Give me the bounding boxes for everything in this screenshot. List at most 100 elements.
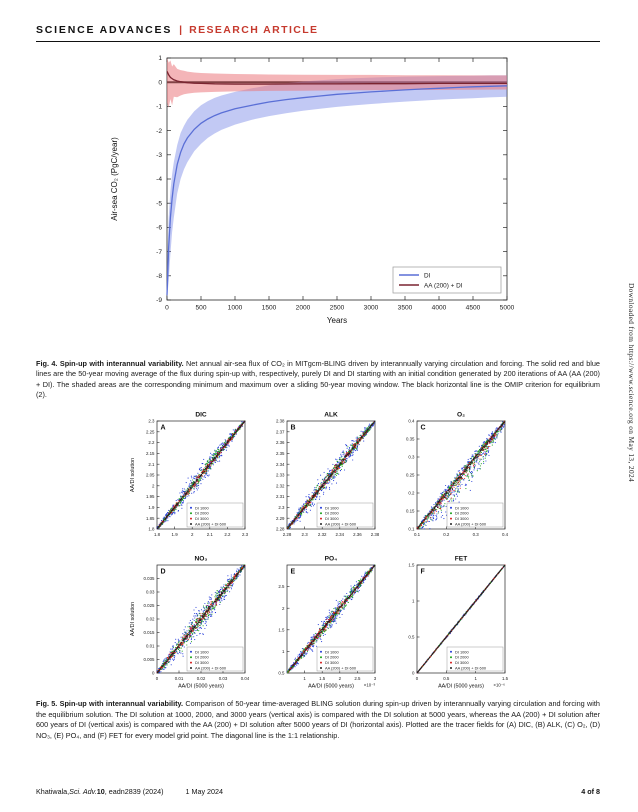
svg-text:O₂: O₂ [457, 412, 465, 419]
svg-text:DI 3000: DI 3000 [195, 517, 209, 522]
svg-text:2000: 2000 [296, 305, 311, 312]
svg-text:0.2: 0.2 [408, 491, 415, 496]
svg-text:B: B [291, 425, 296, 432]
svg-text:0.25: 0.25 [406, 473, 415, 478]
svg-text:2.28: 2.28 [276, 527, 285, 532]
fig5-panel-c: O₂ 0.1 0.15 0.2 0.25 0.3 0.35 0.4 0.1 0.2 0.3 0.4 C D… [406, 412, 509, 538]
svg-text:0.1: 0.1 [414, 532, 421, 537]
svg-text:DI 1000: DI 1000 [325, 506, 339, 511]
figure-4: 1 0 -1 -2 -3 -4 -5 -6 -7 -8 -9 0 500 1000 1500 2000 2500… [36, 46, 600, 354]
svg-text:0.4: 0.4 [502, 532, 509, 537]
svg-text:2.1: 2.1 [148, 462, 155, 467]
svg-text:0: 0 [152, 671, 155, 676]
svg-text:0.02: 0.02 [197, 676, 206, 681]
fig5-panel-a: DIC 1.8 1.85 1.9 1.95 2 2.05 2.1 2.15 2.2 2.25 2.3 1… [130, 412, 249, 538]
svg-text:C: C [421, 425, 426, 432]
svg-text:-2: -2 [156, 128, 162, 135]
svg-text:DI 3000: DI 3000 [455, 517, 469, 522]
svg-text:0.01: 0.01 [175, 676, 184, 681]
svg-text:-9: -9 [156, 297, 162, 304]
svg-text:0.15: 0.15 [406, 509, 415, 514]
svg-text:AA/DI solution: AA/DI solution [130, 458, 136, 492]
svg-text:-4: -4 [156, 176, 162, 183]
svg-text:4000: 4000 [432, 305, 447, 312]
publication-date: 1 May 2024 [185, 787, 224, 796]
svg-text:1500: 1500 [262, 305, 277, 312]
svg-text:-6: -6 [156, 225, 162, 232]
citation-rest: , eadn2839 (2024) [104, 787, 164, 796]
svg-text:2.36: 2.36 [353, 532, 362, 537]
header-divider: | [179, 24, 183, 36]
svg-text:1.9: 1.9 [148, 505, 155, 510]
svg-text:0.015: 0.015 [144, 631, 156, 636]
svg-text:3000: 3000 [364, 305, 379, 312]
svg-text:2.1: 2.1 [207, 532, 214, 537]
svg-text:1000: 1000 [228, 305, 243, 312]
svg-text:2: 2 [152, 484, 155, 489]
svg-text:0: 0 [156, 676, 159, 681]
svg-text:AA (200) + DI: AA (200) + DI [424, 282, 463, 289]
svg-text:-1: -1 [156, 104, 162, 111]
fig5-panel-b: ALK 2.28 2.29 2.3 2.31 2.32 2.33 2.34 2.35 2.36 2.… [276, 412, 379, 538]
svg-text:DI: DI [424, 272, 431, 279]
svg-text:2.29: 2.29 [276, 516, 285, 521]
svg-text:-8: -8 [156, 273, 162, 280]
page-number: 4 of 8 [581, 787, 600, 796]
svg-text:2: 2 [191, 532, 194, 537]
svg-text:3500: 3500 [398, 305, 413, 312]
svg-text:AA (200) + DI 600: AA (200) + DI 600 [325, 522, 357, 527]
svg-text:-5: -5 [156, 200, 162, 207]
citation-authors: Khatiwala, [36, 787, 70, 796]
svg-text:2.3: 2.3 [242, 532, 249, 537]
fig5-caption-label: Fig. 5. Spin-up with interannual variabi… [36, 699, 184, 709]
svg-text:A: A [161, 425, 166, 432]
fig4-caption: Fig. 4. Spin-up with interannual variabi… [36, 359, 600, 400]
svg-text:-7: -7 [156, 249, 162, 256]
svg-text:0.02: 0.02 [146, 617, 155, 622]
svg-text:0.2: 0.2 [443, 532, 450, 537]
svg-text:DI 2000: DI 2000 [455, 511, 469, 516]
svg-text:0.03: 0.03 [219, 676, 228, 681]
svg-text:2.25: 2.25 [146, 430, 155, 435]
svg-text:2.38: 2.38 [371, 532, 379, 537]
svg-text:0.4: 0.4 [408, 419, 415, 424]
svg-text:-3: -3 [156, 152, 162, 159]
svg-text:2500: 2500 [330, 305, 345, 312]
svg-text:0.1: 0.1 [408, 527, 415, 532]
svg-text:0.03: 0.03 [146, 590, 155, 595]
svg-text:2.34: 2.34 [276, 462, 285, 467]
svg-text:AA (200) + DI 600: AA (200) + DI 600 [195, 522, 227, 527]
fig5-panel-grid: DIC 1.8 1.85 1.9 1.95 2 2.05 2.1 2.15 2.2 2.25 2.3 1… [127, 408, 509, 694]
figure-5: DIC 1.8 1.85 1.9 1.95 2 2.05 2.1 2.15 2.2 2.25 2.3 1… [36, 408, 600, 694]
svg-text:1.8: 1.8 [154, 532, 161, 537]
svg-text:2.34: 2.34 [336, 532, 345, 537]
svg-text:0.005: 0.005 [144, 658, 156, 663]
svg-text:DIC: DIC [195, 412, 207, 419]
svg-text:5000: 5000 [500, 305, 515, 312]
svg-text:2.33: 2.33 [276, 473, 285, 478]
fig4-caption-label: Fig. 4. Spin-up with interannual variabi… [36, 359, 184, 368]
svg-text:2.28: 2.28 [283, 532, 292, 537]
svg-text:Years: Years [327, 316, 347, 325]
svg-text:2.3: 2.3 [302, 532, 309, 537]
download-watermark: Downloaded from https://www.science.org … [627, 283, 636, 483]
svg-text:2.05: 2.05 [146, 473, 155, 478]
svg-text:0.035: 0.035 [144, 577, 156, 582]
svg-text:2.32: 2.32 [276, 484, 285, 489]
svg-text:4500: 4500 [466, 305, 481, 312]
svg-text:2.3: 2.3 [148, 419, 155, 424]
svg-text:2.38: 2.38 [276, 419, 285, 424]
svg-text:DI 3000: DI 3000 [325, 517, 339, 522]
fig5-caption-body: Comparison of 50-year time-averaged BLIN… [36, 699, 600, 740]
fig5-panel-d: NO₃ 0 0.005 0.01 0.015 0.02 0.025 0.03 0.035 0 0.0… [130, 556, 249, 690]
svg-text:2.37: 2.37 [276, 430, 285, 435]
citation-volume: 10 [96, 787, 105, 796]
svg-text:500: 500 [195, 305, 206, 312]
svg-text:2.32: 2.32 [318, 532, 327, 537]
fig4-chart: 10-1-2-3-4-5-6-7-8-90 500 1000 1500 2000 2500… [110, 55, 515, 325]
journal-name: SCIENCE ADVANCES [36, 24, 173, 36]
svg-text:DI 2000: DI 2000 [195, 511, 209, 516]
